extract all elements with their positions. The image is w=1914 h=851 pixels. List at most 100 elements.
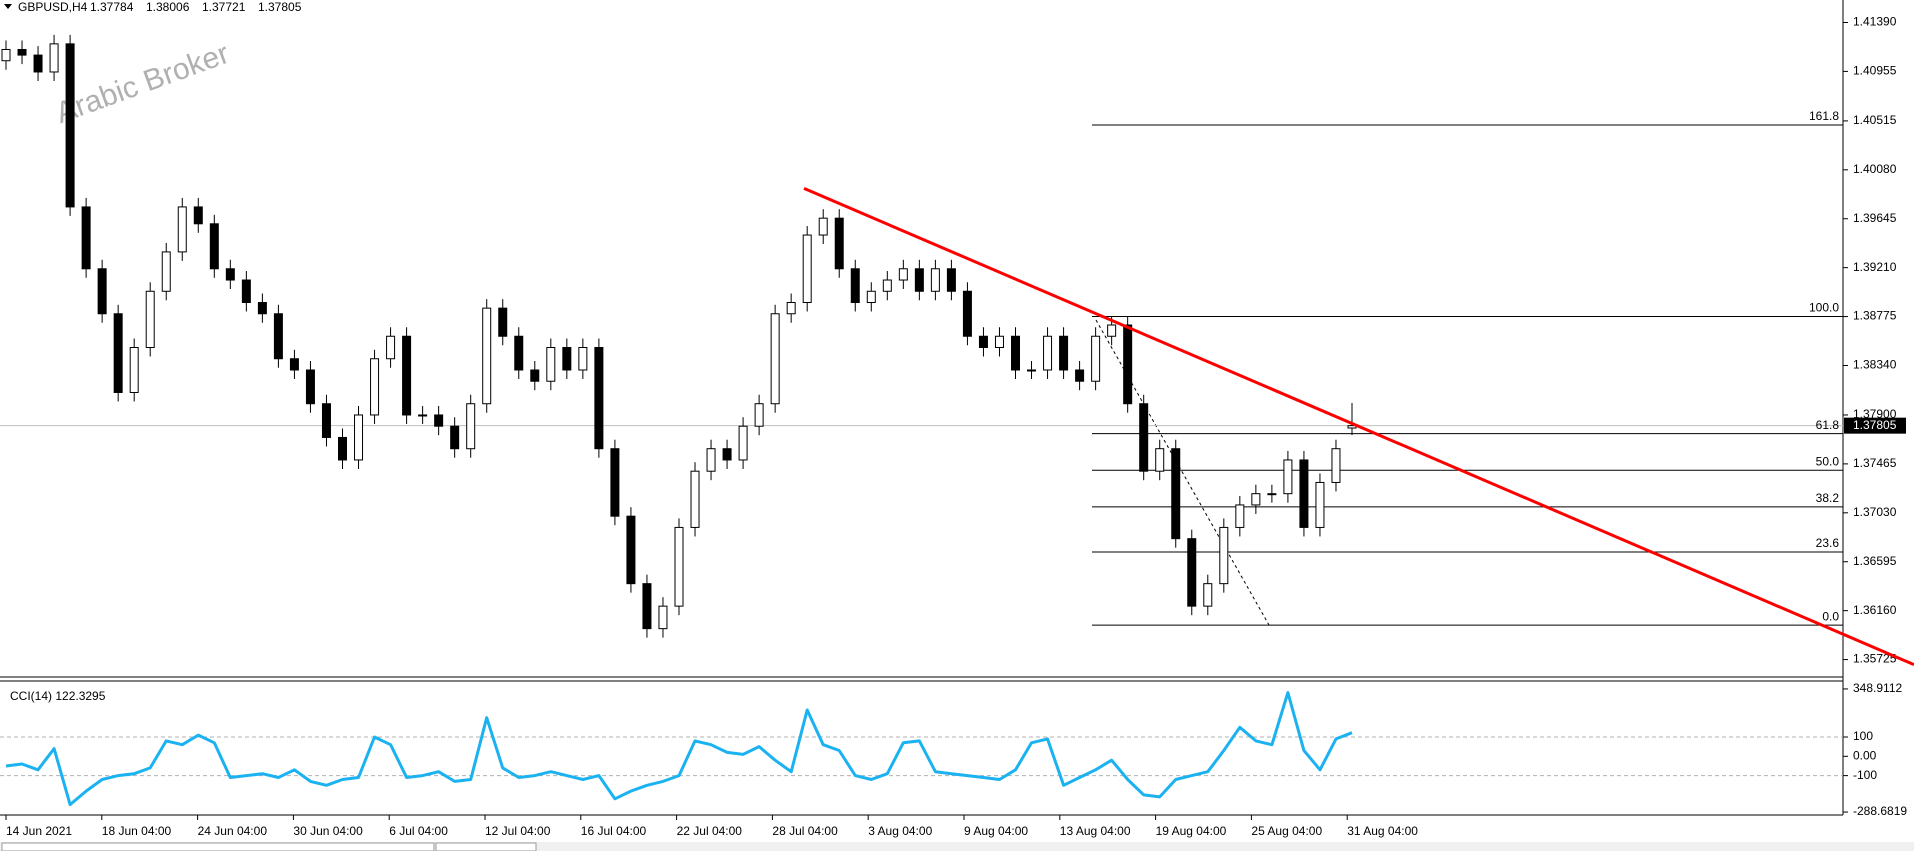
y-tick-label: 1.40515	[1853, 113, 1897, 127]
last-price-label: 1.37805	[1853, 418, 1897, 432]
candle-body	[17, 48, 27, 56]
y-tick-label: 0.00	[1853, 748, 1877, 762]
x-tick-label: 22 Jul 04:00	[677, 824, 743, 838]
trendline	[803, 186, 1914, 667]
candle-body	[177, 206, 187, 253]
candle-body	[1299, 459, 1309, 528]
candle-body	[914, 268, 924, 292]
candle-body	[962, 290, 972, 337]
y-tick-label: 1.40955	[1853, 64, 1897, 78]
x-tick-label: 24 Jun 04:00	[198, 824, 268, 838]
candle-body	[786, 302, 796, 315]
fib-label: 38.2	[1816, 491, 1840, 505]
candle-body	[1027, 369, 1037, 372]
candle-body	[418, 414, 428, 417]
candle-body	[514, 335, 524, 371]
candle-body	[145, 290, 155, 348]
candle-body	[466, 403, 476, 450]
candle-body	[1315, 481, 1325, 528]
candle-body	[850, 268, 860, 304]
candle-body	[257, 302, 267, 315]
candle-body	[754, 403, 764, 427]
fib-label: 50.0	[1816, 454, 1840, 468]
candle-body	[370, 358, 380, 416]
menu-arrow[interactable]	[4, 4, 12, 9]
candle-body	[1203, 583, 1213, 607]
candle-body	[562, 346, 572, 371]
candle-body	[1139, 403, 1149, 472]
candle-body	[658, 605, 668, 630]
last-price-box	[1844, 417, 1906, 434]
y-tick-label: 1.35725	[1853, 652, 1897, 666]
candle-body	[674, 526, 684, 607]
candle-body	[866, 290, 876, 304]
candle-body	[738, 425, 748, 461]
candle-body	[161, 251, 171, 292]
tab-bar	[0, 842, 1914, 851]
y-tick-label: 100	[1853, 729, 1873, 743]
cci-line	[5, 691, 1353, 807]
candle-body	[994, 335, 1004, 348]
candle-body	[305, 369, 315, 405]
candle-body	[946, 268, 956, 292]
y-tick-label: 1.41390	[1853, 15, 1897, 29]
candle-body	[802, 234, 812, 304]
y-tick-label: 1.36595	[1853, 554, 1897, 568]
y-tick-label: 1.38340	[1853, 358, 1897, 372]
candle-body	[498, 307, 508, 337]
candle-body	[578, 346, 588, 371]
tab[interactable]	[435, 842, 537, 851]
candle-body	[321, 403, 331, 438]
candle-body	[882, 279, 892, 292]
candle-body	[1091, 335, 1101, 382]
candle-body	[594, 346, 604, 450]
candle-body	[818, 217, 828, 236]
candle-body	[1011, 335, 1020, 371]
candle-body	[1123, 324, 1133, 405]
y-tick-label: 1.39645	[1853, 211, 1897, 225]
x-tick-label: 25 Aug 04:00	[1251, 824, 1322, 838]
candle-body	[642, 583, 652, 630]
candle-body	[97, 268, 107, 315]
candle-body	[241, 279, 251, 304]
candle-body	[209, 223, 219, 270]
candle-body	[690, 470, 700, 528]
candle-body	[289, 358, 299, 371]
candle-body	[1107, 324, 1117, 337]
y-tick-label: -100	[1853, 768, 1877, 782]
x-tick-label: 12 Jul 04:00	[485, 824, 551, 838]
candle-body	[706, 448, 716, 472]
y-tick-label: 1.37900	[1853, 407, 1897, 421]
candle-body	[898, 268, 908, 281]
candle-body	[1171, 448, 1181, 540]
x-tick-label: 30 Jun 04:00	[293, 824, 363, 838]
candle-body	[1, 48, 11, 62]
candle-body	[434, 414, 444, 427]
candle-body	[1059, 335, 1069, 371]
candle-body	[722, 448, 732, 461]
candle-body	[193, 206, 203, 225]
candle-body	[530, 369, 540, 382]
candle-body	[1283, 459, 1293, 495]
candle-body	[1043, 335, 1053, 371]
candle-body	[930, 268, 940, 292]
x-tick-label: 18 Jun 04:00	[102, 824, 172, 838]
indicator-title: CCI(14) 122.3295	[10, 689, 106, 703]
candle-body	[1187, 538, 1197, 607]
chart-title: GBPUSD,H4	[18, 0, 88, 14]
candle-body	[610, 448, 620, 517]
fib-trend	[1095, 319, 1270, 626]
candle-body	[834, 217, 844, 270]
candle-body	[482, 307, 492, 405]
y-tick-label: 1.36160	[1853, 603, 1897, 617]
candle-body	[1219, 526, 1229, 585]
candle-body	[113, 313, 123, 393]
fib-label: 61.8	[1816, 418, 1840, 432]
fib-label: 161.8	[1809, 109, 1839, 123]
header-value: 1.37784	[90, 0, 134, 14]
candle-body	[1235, 504, 1245, 528]
x-tick-label: 16 Jul 04:00	[581, 824, 647, 838]
fib-label: 23.6	[1816, 536, 1840, 550]
candle-body	[1251, 493, 1261, 506]
